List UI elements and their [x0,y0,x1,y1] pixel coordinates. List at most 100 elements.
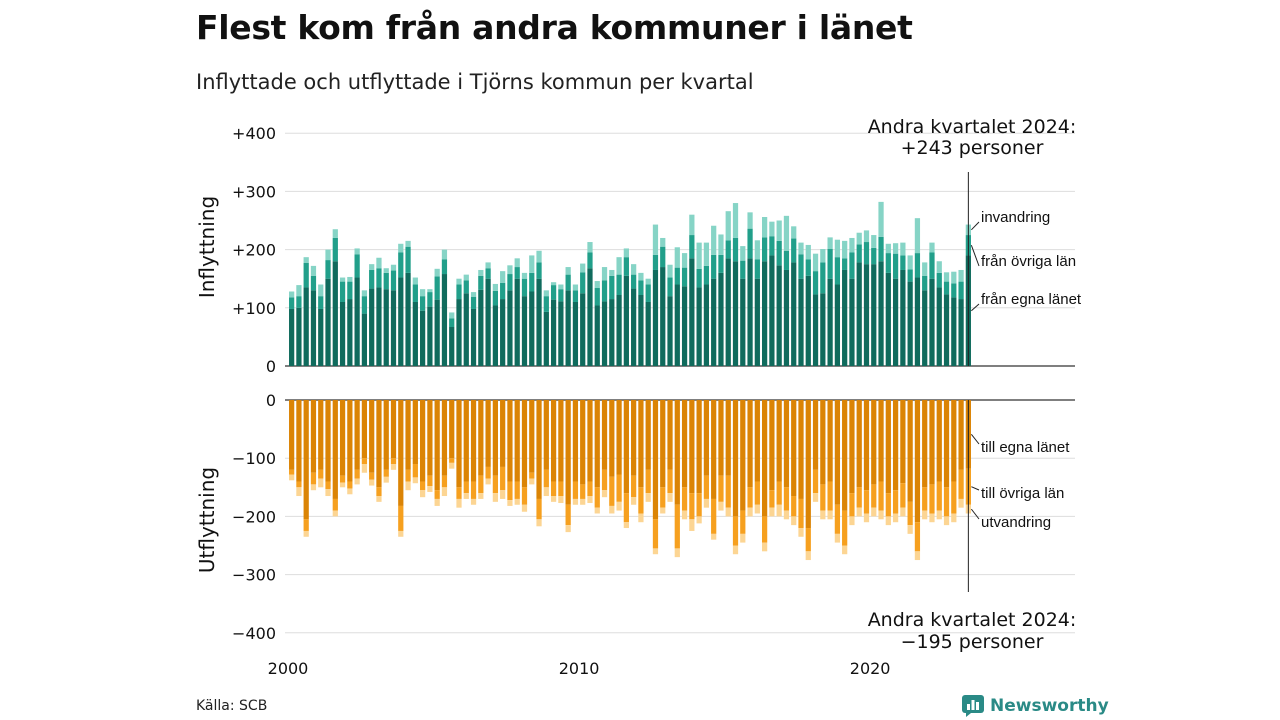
bar-immigration [907,255,913,270]
y-tick-label: 0 [266,357,276,376]
bar-to-own-county [892,400,899,491]
bar-to-other-counties [907,501,913,526]
bar-to-other-counties [456,487,462,499]
bar-immigration [674,247,680,268]
bar-from-other-counties [492,290,499,306]
bar-to-other-counties [747,487,753,508]
bar-emigration [449,462,455,469]
bar-to-own-county [507,400,513,482]
bar-to-own-county [376,400,382,488]
bar-emigration [943,516,950,526]
bar-immigration [500,271,506,283]
bar-from-own-county [485,278,491,366]
bar-from-other-counties [303,262,309,288]
bar-to-own-county [922,400,928,488]
series-label: från övriga län [981,253,1076,270]
bar-from-own-county [521,296,528,366]
bar-from-own-county [478,289,484,366]
bar-to-other-counties [536,498,542,520]
bar-to-own-county [805,400,811,529]
bar-to-other-counties [558,481,564,497]
bar-emigration [492,493,499,502]
bar-to-own-county [689,400,695,494]
bar-to-own-county [296,400,302,482]
y-tick-label: 0 [266,391,276,410]
bar-emigration [878,510,884,520]
bar-emigration [696,516,702,524]
bar-to-own-county [310,400,317,473]
bar-immigration [805,244,811,260]
bar-immigration [601,267,608,281]
bar-emigration [914,551,921,561]
bar-from-own-county [558,301,564,366]
bar-from-other-counties [740,260,746,279]
bar-emigration [441,487,448,497]
bar-to-own-county [696,400,702,494]
bar-emigration [711,533,717,540]
bar-to-own-county [703,400,710,476]
bar-to-own-county [834,400,841,505]
bar-from-other-counties [863,242,870,265]
bar-to-other-counties [805,528,811,552]
bar-from-own-county [434,299,440,366]
bar-to-other-counties [842,510,848,546]
bar-to-own-county [543,400,549,470]
bar-immigration [318,284,324,297]
bar-to-own-county [798,400,804,499]
bar-to-other-counties [900,483,906,508]
bar-from-other-counties [412,284,418,302]
bar-to-own-county [470,400,477,482]
bar-from-own-county [761,261,768,366]
bar-to-own-county [812,400,819,470]
bar-from-own-county [892,278,899,366]
bar-to-own-county [463,400,469,482]
bar-from-own-county [900,269,906,366]
bar-to-own-county [681,400,688,488]
bar-to-other-counties [390,458,397,465]
bar-from-own-county [958,299,964,366]
bar-from-other-counties [296,296,302,308]
bar-from-other-counties [849,252,855,279]
bar-to-other-counties [914,522,921,552]
bar-from-other-counties [601,280,608,302]
bar-to-other-counties [922,487,928,511]
bar-from-own-county [652,269,659,366]
bar-to-other-counties [507,481,513,501]
bar-immigration [572,284,579,291]
bar-immigration [783,215,790,251]
bar-to-other-counties [419,481,426,491]
bar-emigration [376,496,382,502]
bar-from-other-counties [456,284,462,300]
brand-name: Newsworthy [990,696,1109,716]
bar-to-own-county [390,400,397,459]
bar-to-own-county [791,400,797,497]
bar-from-other-counties [325,260,331,279]
bar-from-other-counties [761,237,768,262]
bar-emigration [332,510,338,517]
bar-from-own-county [529,291,535,366]
bar-from-own-county [769,255,775,366]
bar-immigration [558,284,564,290]
bar-to-own-county [885,400,891,494]
newsworthy-logo[interactable]: Newsworthy [962,694,1109,718]
bar-to-other-counties [383,469,389,477]
bar-to-other-counties [667,469,673,494]
bar-to-other-counties [369,472,375,480]
bar-to-own-county [456,400,462,488]
bar-from-other-counties [871,247,877,265]
bar-to-other-counties [732,516,739,546]
bar-immigration [652,224,659,255]
bar-immigration [892,243,899,254]
bar-from-own-county [638,294,644,366]
bar-from-other-counties [536,262,542,279]
bar-to-own-county [631,400,637,476]
bar-from-own-county [878,261,884,366]
bar-immigration [623,248,629,258]
bar-to-own-county [332,400,338,499]
bar-immigration [580,263,586,273]
bar-emigration [550,496,557,502]
bar-emigration [325,489,331,497]
bar-emigration [558,496,564,504]
